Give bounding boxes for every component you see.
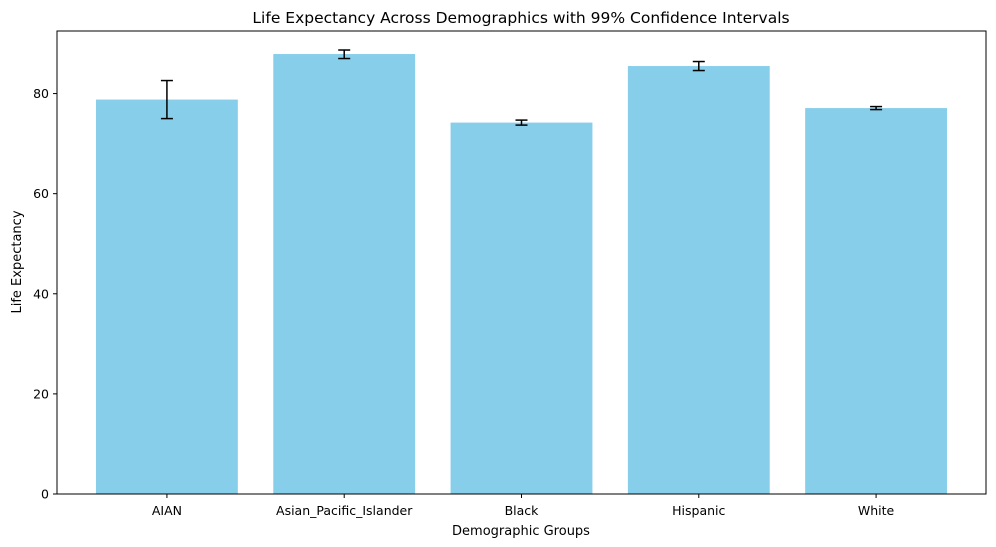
y-tick-label: 80 <box>33 86 49 101</box>
bar-black <box>450 122 593 495</box>
y-tick-label: 0 <box>41 487 49 502</box>
bar-asian-pacific-islander <box>273 54 416 494</box>
y-tick-label: 60 <box>33 186 49 201</box>
y-axis: 0 20 40 60 80 <box>33 86 57 502</box>
error-bar-aian <box>160 79 173 120</box>
error-bar-white <box>870 105 883 111</box>
x-axis: AIAN Asian_Pacific_Islander Black Hispanic W… <box>152 494 895 518</box>
x-tick-label: AIAN <box>152 503 182 518</box>
error-bars-layer <box>160 49 883 126</box>
y-tick-label: 20 <box>33 386 49 401</box>
error-bar-asian-pacific-islander <box>338 49 351 60</box>
x-tick-label: Asian_Pacific_Islander <box>276 503 413 518</box>
x-tick-label: Hispanic <box>672 503 725 518</box>
x-tick-label: Black <box>505 503 540 518</box>
error-bar-black <box>515 119 528 126</box>
bar-white <box>805 108 947 494</box>
y-tick-label: 40 <box>33 286 49 301</box>
bars-layer <box>96 54 947 495</box>
bar-hispanic <box>627 66 770 494</box>
bar-aian <box>96 99 238 495</box>
x-axis-label: Demographic Groups <box>452 524 590 539</box>
error-bar-hispanic <box>692 60 705 72</box>
x-tick-label: White <box>858 503 895 518</box>
y-axis-label: Life Expectancy <box>10 210 25 313</box>
chart-title: Life Expectancy Across Demographics with… <box>252 9 789 27</box>
